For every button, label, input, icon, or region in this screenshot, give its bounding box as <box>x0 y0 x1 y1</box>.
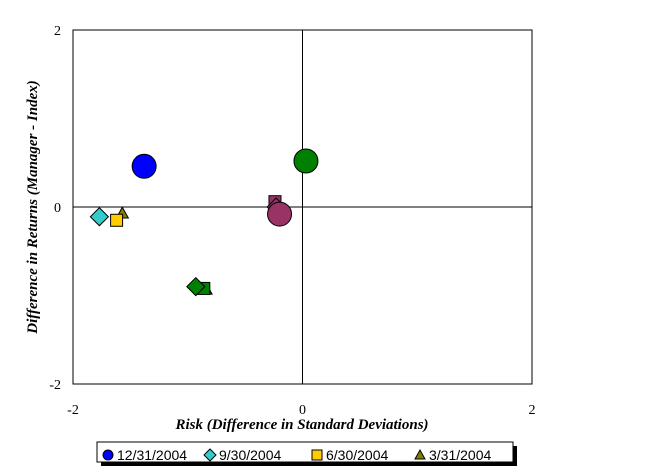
legend-label: 9/30/2004 <box>219 447 281 463</box>
x-tick-label: 2 <box>529 403 536 418</box>
x-tick-label: -2 <box>67 403 79 418</box>
legend-marker-diamond <box>203 448 217 462</box>
legend-item: 12/31/2004 <box>102 447 187 463</box>
data-point-diamond <box>89 207 110 227</box>
data-point-circle <box>267 201 293 227</box>
x-tick-label: 0 <box>299 403 306 418</box>
legend: 12/31/2004 9/30/2004 6/30/2004 3/31/2004 <box>96 441 517 466</box>
legend-item: 6/30/2004 <box>311 447 388 463</box>
y-tick-label: 0 <box>54 201 61 216</box>
legend-label: 3/31/2004 <box>429 447 491 463</box>
legend-label: 6/30/2004 <box>326 447 388 463</box>
data-point-circle <box>293 148 319 174</box>
legend-marker-triangle <box>414 448 426 460</box>
legend-label: 12/31/2004 <box>117 447 187 463</box>
legend-marker-square <box>311 449 323 461</box>
data-point-diamond <box>186 276 206 297</box>
data-point-circle <box>131 153 157 179</box>
y-axis-title: Difference in Returns (Manager - Index) <box>25 80 41 334</box>
legend-item: 3/31/2004 <box>414 447 491 463</box>
y-tick-label: -2 <box>49 378 61 393</box>
y-tick-label: 2 <box>54 24 61 39</box>
legend-marker-circle <box>102 449 114 461</box>
x-axis-title: Risk (Difference in Standard Deviations) <box>174 417 428 433</box>
legend-item: 9/30/2004 <box>203 447 281 463</box>
data-point-square <box>110 213 124 227</box>
